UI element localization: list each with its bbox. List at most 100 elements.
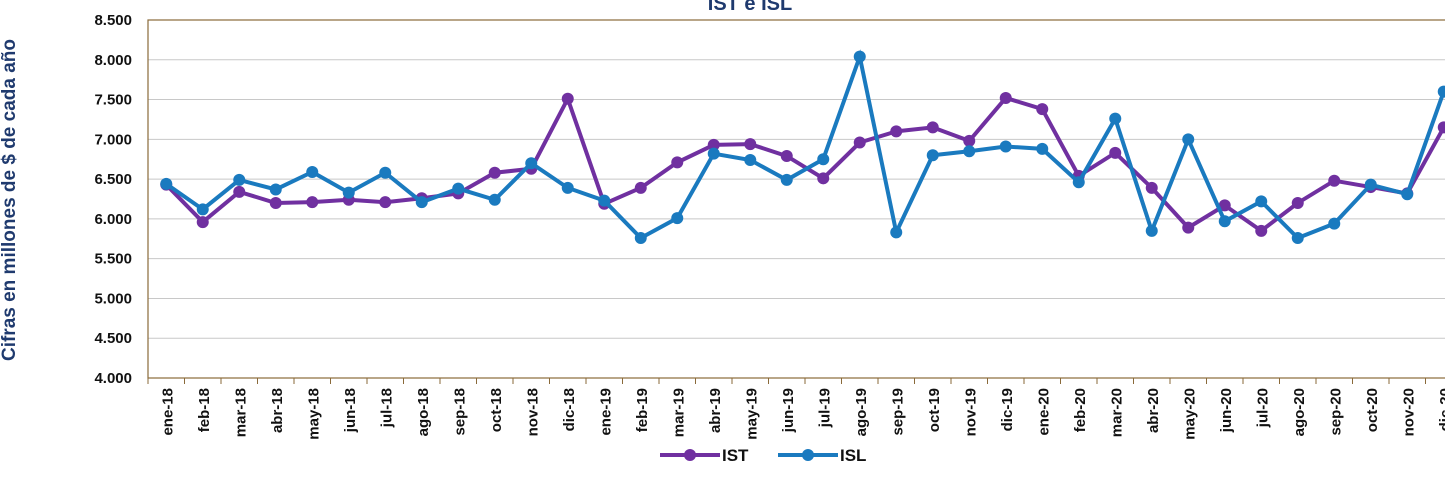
x-tick-label: sep-20: [1327, 388, 1344, 436]
point: [890, 226, 903, 239]
point: [561, 181, 574, 194]
point: [379, 166, 392, 179]
point: [488, 193, 501, 206]
point: [488, 166, 501, 179]
point: [817, 153, 830, 166]
point: [890, 125, 903, 138]
x-tick-label: jul-18: [378, 388, 395, 428]
point: [1109, 112, 1122, 125]
point: [1328, 217, 1341, 230]
point: [780, 173, 793, 186]
point: [1036, 142, 1049, 155]
series-line: [164, 93, 1445, 234]
x-tick-label: oct-18: [488, 388, 505, 432]
point: [671, 212, 684, 225]
y-tick-label: 6.500: [94, 171, 132, 188]
point: [233, 185, 246, 198]
point: [561, 92, 574, 105]
point: [707, 138, 720, 151]
x-tick-label: jun-20: [1218, 388, 1235, 433]
point: [707, 147, 720, 160]
point: [1145, 181, 1158, 194]
legend-label: IST: [722, 446, 749, 465]
x-tick-label: jul-19: [816, 388, 833, 428]
point: [306, 165, 319, 178]
point: [817, 172, 830, 185]
x-tick-label: abr-19: [707, 388, 724, 433]
point: [744, 138, 757, 151]
chart-title: IST e ISL: [708, 0, 792, 15]
point: [452, 182, 465, 195]
x-tick-label: nov-20: [1400, 388, 1417, 436]
x-tick-label: dic-20: [1437, 388, 1445, 431]
x-tick-label: mar-20: [1108, 388, 1125, 437]
x-tick-label: oct-19: [926, 388, 943, 432]
series-line: [165, 49, 1445, 241]
point: [160, 177, 173, 190]
x-tick-label: sep-19: [889, 388, 906, 436]
point: [1145, 224, 1158, 237]
x-tick-label: feb-19: [634, 388, 651, 432]
point: [853, 136, 866, 149]
x-tick-label: ago-18: [415, 388, 432, 436]
x-tick-label: jun-18: [342, 388, 359, 433]
x-tick-label: ene-20: [1035, 388, 1052, 436]
point: [525, 157, 538, 170]
point: [269, 196, 282, 209]
point: [1109, 146, 1122, 159]
point: [1218, 199, 1231, 212]
x-tick-label: jun-19: [780, 388, 797, 433]
y-tick-label: 6.000: [94, 211, 132, 228]
legend-item: IST: [660, 446, 749, 465]
point: [1401, 188, 1414, 201]
point: [196, 216, 209, 229]
point: [963, 145, 976, 158]
point: [1364, 178, 1377, 191]
legend-marker: [684, 449, 696, 461]
x-tick-label: nov-18: [524, 388, 541, 436]
point: [1218, 215, 1231, 228]
y-tick-label: 8.500: [94, 12, 132, 29]
point: [744, 154, 757, 167]
point: [926, 121, 939, 134]
point: [379, 196, 392, 209]
point: [1072, 176, 1085, 189]
x-tick-label: ago-19: [853, 388, 870, 436]
x-tick-label: feb-18: [196, 388, 213, 432]
y-tick-label: 8.000: [94, 52, 132, 69]
y-tick-label: 4.000: [94, 370, 132, 387]
legend-marker: [802, 449, 814, 461]
point: [999, 91, 1012, 104]
x-tick-label: mar-18: [232, 388, 249, 437]
x-tick-label: may-19: [743, 388, 760, 440]
point: [233, 173, 246, 186]
x-tick-label: feb-20: [1072, 388, 1089, 432]
x-tick-label: ene-18: [159, 388, 176, 436]
x-tick-label: jul-20: [1254, 388, 1271, 428]
point: [999, 140, 1012, 153]
x-tick-label: oct-20: [1364, 388, 1381, 432]
x-tick-label: ago-20: [1291, 388, 1308, 436]
x-tick-label: mar-19: [670, 388, 687, 437]
point: [1182, 133, 1195, 146]
point: [415, 196, 428, 209]
point: [306, 196, 319, 209]
x-tick-label: may-18: [305, 388, 322, 440]
point: [598, 194, 611, 207]
point: [1255, 195, 1268, 208]
y-tick-label: 7.000: [94, 131, 132, 148]
x-tick-label: may-20: [1181, 388, 1198, 440]
x-tick-label: ene-19: [597, 388, 614, 436]
point: [1255, 224, 1268, 237]
point: [342, 186, 355, 199]
x-tick-label: sep-18: [451, 388, 468, 436]
point: [634, 181, 647, 194]
x-tick-label: nov-19: [962, 388, 979, 436]
x-tick-label: dic-19: [999, 388, 1016, 431]
point: [1437, 85, 1445, 98]
point: [926, 149, 939, 162]
point: [196, 203, 209, 216]
point: [671, 156, 684, 169]
point: [269, 183, 282, 196]
